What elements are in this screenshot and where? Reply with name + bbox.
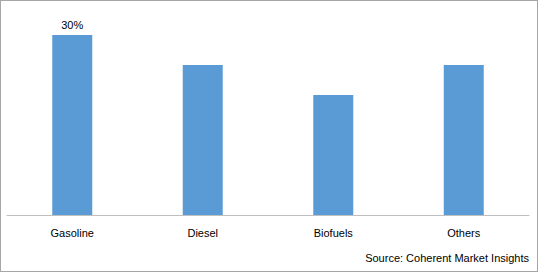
svg-text:Others: Others — [447, 227, 481, 239]
svg-text:30%: 30% — [61, 19, 83, 31]
svg-text:Biofuels: Biofuels — [314, 227, 354, 239]
svg-text:Source: Coherent Market Insigh: Source: Coherent Market Insights — [365, 252, 529, 264]
svg-text:Diesel: Diesel — [187, 227, 218, 239]
svg-text:Gasoline: Gasoline — [51, 227, 94, 239]
